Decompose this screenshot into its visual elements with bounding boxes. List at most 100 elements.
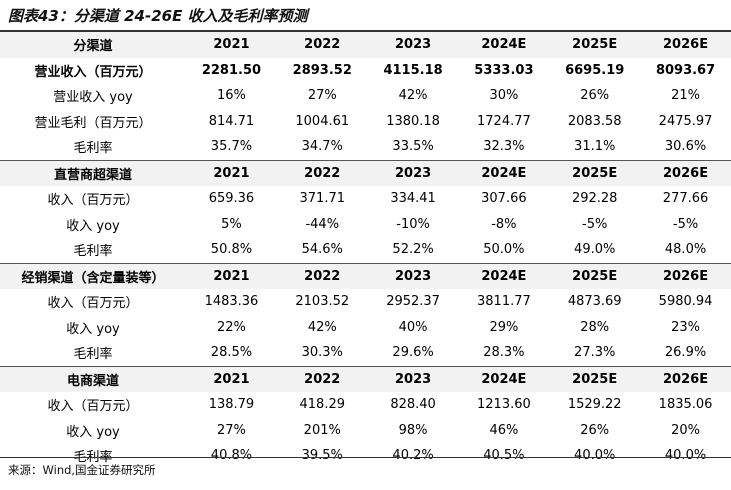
table-row: 收入（百万元） 659.36 371.71 334.41 307.66 292.28 277… bbox=[0, 186, 731, 212]
value-cell: 138.79 bbox=[208, 397, 255, 413]
value-cell: 35.7% bbox=[210, 139, 253, 155]
value-cell: 20% bbox=[671, 422, 700, 438]
value-cell: 371.71 bbox=[299, 191, 346, 207]
value-cell: 8093.67 bbox=[655, 62, 716, 78]
table-row: 营业毛利（百万元） 814.71 1004.61 1380.18 1724.77 2083… bbox=[0, 109, 731, 135]
value-cell: 5% bbox=[221, 216, 242, 232]
value-cell: 27% bbox=[217, 422, 246, 438]
value-cell: 1004.61 bbox=[295, 113, 350, 129]
value-cell: 814.71 bbox=[208, 113, 255, 129]
table-row: 毛利率 28.5% 30.3% 29.6% 28.3% 27.3% 26.9% bbox=[0, 340, 731, 366]
figure-title: 图表43：分渠道 24-26E 收入及毛利率预测 bbox=[8, 7, 308, 25]
value-cell: 40.5% bbox=[483, 448, 525, 464]
year-header-cell: 2021 bbox=[186, 365, 277, 392]
value-cell: 32.3% bbox=[483, 139, 525, 155]
value-cell: 54.6% bbox=[301, 242, 343, 258]
year-header-cell: 2024E bbox=[458, 159, 550, 186]
year-header-cell: 2023 bbox=[367, 262, 459, 289]
year-header-cell: 2023 bbox=[367, 159, 459, 186]
table-row: 收入 yoy 22% 42% 40% 29% 28% 23% bbox=[0, 315, 731, 341]
value-cell: 21% bbox=[671, 88, 700, 104]
value-cell: 98% bbox=[398, 422, 428, 438]
section-header-row: 电商渠道 2021 2022 2023 2024E 2025E 2026E bbox=[0, 365, 731, 392]
row-label: 毛利率 bbox=[73, 347, 113, 363]
table-row: 收入（百万元） 1483.36 2103.52 2952.37 3811.77 4873.… bbox=[0, 289, 731, 315]
value-cell: 1380.18 bbox=[386, 113, 440, 129]
year-header-cell: 2026E bbox=[640, 262, 731, 289]
section-header-label: 电商渠道 bbox=[0, 365, 187, 392]
value-cell: 334.41 bbox=[390, 191, 436, 207]
value-cell: 828.40 bbox=[390, 397, 436, 413]
value-cell: 1835.06 bbox=[658, 397, 713, 413]
value-cell: 42% bbox=[307, 319, 337, 335]
forecast-table: 分渠道 2021 2022 2023 2024E 2025E 2026E 营业收入（百万元） 2… bbox=[0, 32, 731, 469]
table-row: 毛利率 50.8% 54.6% 52.2% 50.0% 49.0% 48.0% bbox=[0, 237, 731, 263]
value-cell: 40% bbox=[398, 319, 428, 335]
section-header-row: 经销渠道（含定量装等） 2021 2022 2023 2024E 2025E 2026E bbox=[0, 262, 731, 289]
value-cell: 1483.36 bbox=[204, 294, 259, 310]
year-header-cell: 2025E bbox=[549, 365, 641, 392]
row-label: 毛利率 bbox=[73, 141, 113, 157]
value-cell: -8% bbox=[491, 216, 517, 232]
value-cell: 2103.52 bbox=[295, 294, 350, 310]
year-header-cell: 2021 bbox=[186, 32, 277, 58]
year-header-cell: 2023 bbox=[367, 365, 459, 392]
value-cell: 6695.19 bbox=[565, 62, 625, 78]
value-cell: 16% bbox=[217, 88, 246, 104]
year-header-cell: 2022 bbox=[276, 365, 368, 392]
year-header-cell: 2026E bbox=[640, 365, 731, 392]
value-cell: 659.36 bbox=[208, 191, 255, 207]
value-cell: 52.2% bbox=[392, 242, 434, 258]
table-row: 收入 yoy 5% -44% -10% -8% -5% -5% bbox=[0, 212, 731, 238]
row-label: 收入（百万元） bbox=[47, 399, 139, 415]
value-cell: -5% bbox=[672, 216, 699, 232]
bottom-rule bbox=[0, 457, 731, 458]
value-cell: 30% bbox=[489, 88, 519, 104]
value-cell: 2475.97 bbox=[658, 113, 713, 129]
year-header-cell: 2024E bbox=[458, 262, 550, 289]
value-cell: 1213.60 bbox=[477, 397, 531, 413]
value-cell: 4115.18 bbox=[383, 62, 443, 78]
value-cell: 5980.94 bbox=[658, 294, 713, 310]
section-header-row: 直营商超渠道 2021 2022 2023 2024E 2025E 2026E bbox=[0, 159, 731, 186]
value-cell: 49.0% bbox=[574, 242, 616, 258]
value-cell: 22% bbox=[217, 319, 246, 335]
row-label: 营业毛利（百万元） bbox=[34, 115, 152, 131]
value-cell: 307.66 bbox=[481, 191, 527, 207]
value-cell: 48.0% bbox=[664, 242, 707, 258]
year-header-cell: 2026E bbox=[640, 159, 731, 186]
value-cell: 5333.03 bbox=[474, 62, 534, 78]
value-cell: 277.66 bbox=[662, 191, 709, 207]
value-cell: -44% bbox=[305, 216, 340, 232]
value-cell: 27.3% bbox=[574, 345, 616, 361]
value-cell: 30.3% bbox=[301, 345, 343, 361]
value-cell: 3811.77 bbox=[477, 294, 531, 310]
value-cell: 30.6% bbox=[664, 139, 707, 155]
value-cell: 29.6% bbox=[392, 345, 434, 361]
section-header-label: 分渠道 bbox=[0, 32, 187, 58]
source-note: 来源：Wind,国金证券研究所 bbox=[8, 463, 156, 477]
value-cell: 28.3% bbox=[483, 345, 525, 361]
value-cell: 201% bbox=[303, 422, 341, 438]
value-cell: 28.5% bbox=[210, 345, 253, 361]
value-cell: 2083.58 bbox=[567, 113, 622, 129]
row-label: 毛利率 bbox=[73, 244, 113, 260]
year-header-cell: 2023 bbox=[367, 32, 459, 58]
value-cell: -5% bbox=[582, 216, 608, 232]
value-cell: -10% bbox=[396, 216, 430, 232]
value-cell: 40.0% bbox=[574, 448, 616, 464]
table-row: 收入（百万元） 138.79 418.29 828.40 1213.60 1529.22 1… bbox=[0, 392, 731, 418]
value-cell: 23% bbox=[671, 319, 700, 335]
value-cell: 4873.69 bbox=[567, 294, 622, 310]
table-row: 收入 yoy 27% 201% 98% 46% 26% 20% bbox=[0, 418, 731, 444]
value-cell: 39.5% bbox=[301, 448, 343, 464]
row-label: 收入 yoy bbox=[66, 218, 120, 234]
top-rule bbox=[0, 30, 731, 32]
value-cell: 46% bbox=[489, 422, 519, 438]
row-label: 收入 yoy bbox=[66, 424, 120, 440]
year-header-cell: 2024E bbox=[458, 365, 550, 392]
value-cell: 292.28 bbox=[571, 191, 618, 207]
section-header-row: 分渠道 2021 2022 2023 2024E 2025E 2026E bbox=[0, 32, 731, 58]
value-cell: 33.5% bbox=[392, 139, 434, 155]
year-header-cell: 2025E bbox=[549, 159, 641, 186]
